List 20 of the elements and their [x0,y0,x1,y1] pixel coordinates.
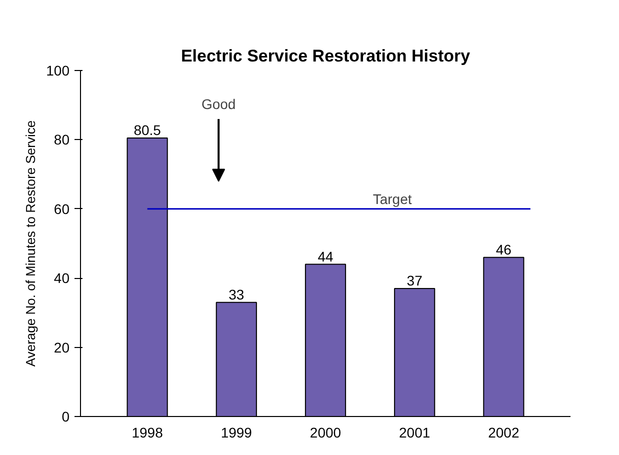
data-label: 80.5 [134,122,162,138]
y-tick-label: 20 [54,339,70,356]
x-tick-label: 2002 [488,424,520,440]
data-label: 46 [496,241,512,258]
chart-title: Electric Service Restoration History [180,46,471,66]
data-label: 33 [228,286,244,302]
annotation: Good [201,96,236,112]
y-tick-label: 40 [54,270,70,286]
x-tick-label: 2001 [399,424,430,440]
y-tick-label: 100 [46,62,70,78]
ref-line-label: Target [372,190,412,207]
x-tick-label: 2000 [310,424,342,440]
y-tick-label: 60 [54,200,70,217]
y-axis-title: Average No. of Minutes to Restore Service [23,120,38,367]
y-tick-label: 0 [62,408,70,424]
x-tick-label: 1998 [132,424,164,440]
y-tick-label: 80 [54,132,70,148]
data-label: 37 [406,272,423,288]
x-tick-label: 1999 [220,424,252,440]
data-label: 44 [318,248,334,264]
